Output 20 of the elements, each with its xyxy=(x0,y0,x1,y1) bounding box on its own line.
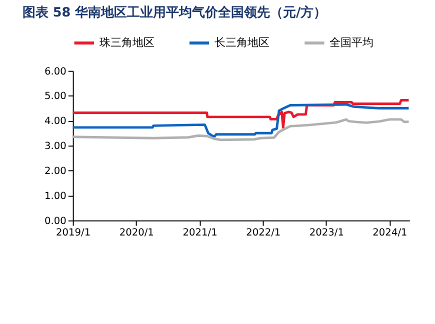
y-tick-label: 5.00 xyxy=(44,91,66,102)
y-tick-label: 3.00 xyxy=(44,141,66,152)
y-tick-label: 4.00 xyxy=(44,116,66,128)
legend-label: 长三角地区 xyxy=(214,36,270,49)
chart-title: 图表 58 华南地区工业用平均气价全国领先（元/方） xyxy=(22,4,327,21)
x-tick-label: 2021/1 xyxy=(182,228,218,239)
legend-label: 珠三角地区 xyxy=(99,36,154,49)
line-series xyxy=(72,103,410,138)
legend-label: 全国平均 xyxy=(330,36,374,49)
y-tick-label: 6.00 xyxy=(44,66,66,78)
x-tick-label: 2020/1 xyxy=(119,228,154,239)
x-tick-label: 2019/1 xyxy=(56,228,91,239)
y-tick-label: 1.00 xyxy=(44,190,66,202)
y-tick-label: 0.00 xyxy=(44,216,66,227)
x-tick-label: 2023/1 xyxy=(309,228,344,239)
line-series xyxy=(72,99,410,129)
x-tick-label: 2022/1 xyxy=(246,228,281,239)
y-tick-label: 2.00 xyxy=(44,166,66,177)
x-tick-label: 2024/1 xyxy=(372,228,408,239)
line-series xyxy=(72,118,410,142)
